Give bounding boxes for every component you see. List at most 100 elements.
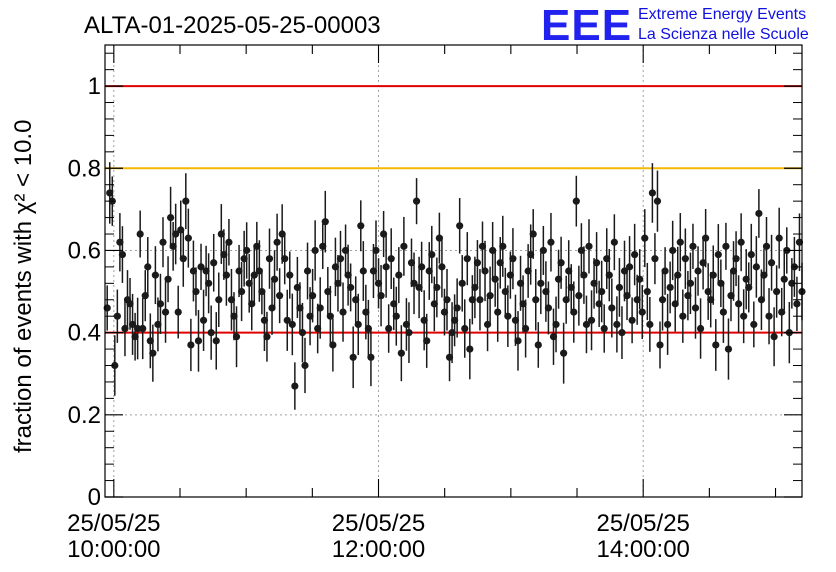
- data-point: [694, 267, 702, 275]
- y-tick-label: 0: [88, 484, 101, 511]
- data-point: [377, 292, 385, 300]
- data-point: [265, 255, 274, 263]
- data-point: [136, 230, 144, 238]
- data-point: [349, 353, 357, 361]
- data-point: [336, 255, 345, 263]
- data-point: [423, 337, 431, 345]
- data-point: [709, 271, 717, 279]
- data-point: [382, 263, 390, 271]
- data-point: [737, 238, 745, 246]
- axes: 00.20.40.60.8125/05/2510:00:0025/05/2512…: [67, 45, 802, 563]
- data-point: [628, 316, 636, 324]
- x-tick-label-date: 25/05/25: [332, 510, 425, 537]
- data-point: [724, 345, 733, 353]
- data-point: [443, 296, 451, 304]
- data-point: [509, 255, 517, 263]
- data-point: [669, 246, 677, 255]
- data-point: [691, 304, 700, 312]
- y-tick-label: 0.8: [68, 155, 101, 182]
- data-point: [134, 324, 142, 333]
- data-point: [471, 283, 479, 292]
- data-point: [243, 246, 251, 255]
- y-tick-label: 0.2: [68, 402, 101, 429]
- data-point: [580, 271, 588, 279]
- data-point: [610, 238, 618, 246]
- data-point: [631, 250, 639, 259]
- data-point: [311, 246, 319, 255]
- data-point: [522, 324, 530, 333]
- data-point: [194, 337, 203, 345]
- data-point: [486, 292, 494, 300]
- data-point: [793, 300, 801, 308]
- data-point: [215, 296, 223, 304]
- data-point: [750, 320, 758, 329]
- data-point: [238, 287, 246, 296]
- data-point: [456, 222, 464, 230]
- data-point: [392, 312, 400, 320]
- data-point: [149, 349, 157, 357]
- data-point: [463, 255, 471, 263]
- data-point: [316, 304, 324, 312]
- data-point: [433, 283, 441, 292]
- data-point: [598, 287, 606, 296]
- data-point: [225, 238, 233, 246]
- data-point: [504, 312, 512, 320]
- data-point: [301, 361, 309, 370]
- data-point: [458, 279, 466, 287]
- data-point: [418, 263, 426, 271]
- data-point: [722, 242, 730, 250]
- eee-logo-mark: EEE: [541, 1, 632, 50]
- data-point: [745, 283, 753, 292]
- data-point: [438, 263, 446, 271]
- data-point: [643, 287, 651, 296]
- data-point: [560, 349, 568, 357]
- data-point: [481, 267, 489, 275]
- data-point: [166, 213, 175, 222]
- data-point: [476, 296, 484, 304]
- data-point: [321, 218, 329, 226]
- data-point: [780, 275, 788, 283]
- data-point: [712, 341, 720, 349]
- data-point: [676, 238, 684, 246]
- x-tick-label-time: 14:00:00: [596, 536, 689, 563]
- data-point: [529, 230, 537, 238]
- data-point: [719, 308, 727, 316]
- data-point: [641, 234, 649, 242]
- data-point: [658, 296, 667, 304]
- data-point: [514, 337, 522, 345]
- x-tick-label-time: 12:00:00: [332, 536, 425, 563]
- data-point: [144, 263, 152, 271]
- y-tick-label: 1: [88, 73, 101, 100]
- data-point: [303, 267, 312, 275]
- y-tick-label: 0.4: [68, 320, 101, 347]
- data-point: [615, 283, 624, 292]
- data-point: [156, 300, 165, 308]
- data-point: [283, 316, 291, 324]
- data-point: [172, 230, 180, 238]
- data-point: [187, 341, 195, 349]
- eee-logo-line-2: La Scienza nelle Scuole: [638, 26, 809, 43]
- data-point: [222, 271, 230, 279]
- data-point: [499, 242, 507, 250]
- data-point: [534, 341, 542, 349]
- data-point: [770, 333, 778, 341]
- data-point: [395, 271, 403, 279]
- data-point: [192, 287, 200, 296]
- data-point: [263, 333, 271, 341]
- data-point: [212, 337, 220, 345]
- data-point: [298, 329, 307, 337]
- data-point: [207, 329, 215, 337]
- x-tick-label-time: 10:00:00: [67, 536, 160, 563]
- data-point: [661, 267, 669, 275]
- data-point: [735, 300, 743, 308]
- data-point: [182, 197, 190, 205]
- data-point: [686, 279, 695, 287]
- data-point: [339, 308, 347, 316]
- data-point: [276, 292, 284, 300]
- data-point: [347, 283, 355, 292]
- data-point: [547, 238, 555, 246]
- data-point: [557, 259, 565, 267]
- plot-frame: [104, 44, 803, 498]
- data-point: [461, 324, 469, 333]
- data-point: [605, 271, 613, 279]
